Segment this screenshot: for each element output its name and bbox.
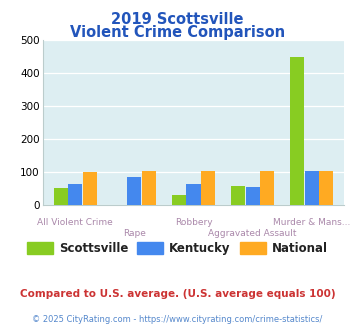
Bar — [246, 187, 260, 205]
Text: 2019 Scottsville: 2019 Scottsville — [111, 12, 244, 26]
Bar — [172, 195, 186, 205]
Bar — [231, 186, 245, 205]
Text: All Violent Crime: All Violent Crime — [37, 218, 113, 227]
Bar — [68, 184, 82, 205]
Text: Murder & Mans...: Murder & Mans... — [273, 218, 350, 227]
Text: Violent Crime Comparison: Violent Crime Comparison — [70, 25, 285, 40]
Text: Compared to U.S. average. (U.S. average equals 100): Compared to U.S. average. (U.S. average … — [20, 289, 335, 299]
Bar — [127, 177, 141, 205]
Bar — [201, 171, 215, 205]
Text: © 2025 CityRating.com - https://www.cityrating.com/crime-statistics/: © 2025 CityRating.com - https://www.city… — [32, 315, 323, 324]
Text: Aggravated Assault: Aggravated Assault — [208, 229, 297, 238]
Text: Robbery: Robbery — [175, 218, 212, 227]
Bar — [305, 171, 319, 205]
Bar — [142, 171, 156, 205]
Text: Rape: Rape — [123, 229, 146, 238]
Bar — [260, 171, 274, 205]
Bar — [319, 171, 333, 205]
Legend: Scottsville, Kentucky, National: Scottsville, Kentucky, National — [22, 237, 333, 260]
Bar — [186, 184, 201, 205]
Bar — [290, 57, 304, 205]
Bar — [54, 188, 68, 205]
Bar — [82, 172, 97, 205]
